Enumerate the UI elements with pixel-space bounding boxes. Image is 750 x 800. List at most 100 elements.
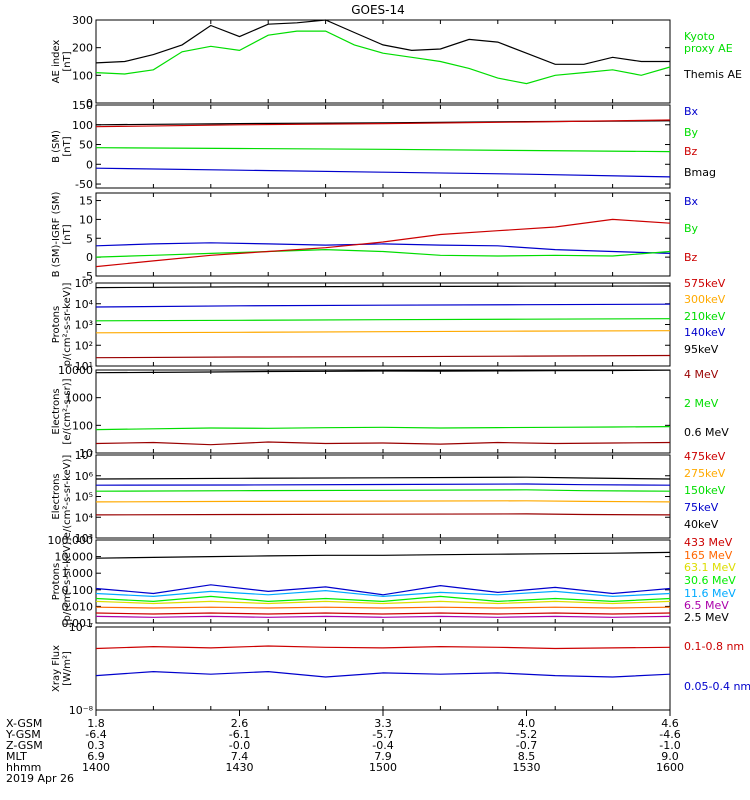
y-tick-label: 0 — [86, 158, 93, 171]
y-tick-label: 10⁵ — [75, 491, 93, 504]
legend-entry: 2 MeV — [684, 397, 719, 410]
series-line — [95, 513, 671, 516]
series-line — [95, 30, 671, 85]
panel-bsm: -50 0 50 100 150 B (SM)[nT] Bx By Bz Bmag — [51, 99, 716, 191]
y-axis-label: B (SM)-IGRF (SM)[nT] — [51, 192, 73, 278]
y-axis-label: Electronse/(cm²-s-sr-keV)] — [51, 455, 73, 539]
y-tick-label: 10² — [75, 339, 93, 352]
series-line — [95, 119, 671, 128]
legend-entry: 40keV — [684, 518, 719, 531]
y-tick-label: 10000 — [58, 364, 93, 377]
y-axis-label-line: Xray Flux — [51, 645, 62, 692]
legend-entry: Bz — [684, 251, 698, 264]
y-tick-label: 10⁵ — [75, 277, 93, 290]
legend-entry: 75keV — [684, 501, 719, 514]
y-axis-label-line: [e/(cm²-s-sr)] — [62, 378, 73, 444]
footer-value: -0.7 — [516, 739, 537, 752]
legend-entry: Themis AE — [683, 68, 742, 81]
y-tick-label: 100 — [72, 69, 93, 82]
y-tick-label: 200 — [72, 42, 93, 55]
footer-value: 0.3 — [87, 739, 105, 752]
legend-entry: Kyoto — [684, 30, 715, 43]
y-tick-label: -50 — [75, 178, 93, 191]
series-line — [95, 476, 671, 480]
footer-value: -6.1 — [229, 728, 250, 741]
y-axis-label-line: Electrons — [51, 473, 62, 519]
y-tick-label: 10⁴ — [75, 511, 94, 524]
y-tick-label: 10 — [79, 447, 93, 460]
footer-value: 6.9 — [87, 750, 105, 763]
series-line — [95, 19, 670, 65]
y-axis-label-line: B (SM) — [51, 130, 62, 163]
legend-entry: 0.1-0.8 nm — [684, 640, 744, 653]
y-tick-label: 10⁻⁷ — [69, 621, 93, 634]
series-line — [95, 600, 671, 605]
panel-frame — [95, 539, 671, 624]
footer-value: 1500 — [369, 761, 397, 774]
legend-entry: 433 MeV — [684, 536, 733, 549]
y-tick-label: 1.000 — [62, 567, 94, 580]
series-line — [95, 500, 671, 503]
footer-value: 2.6 — [231, 717, 249, 730]
legend-entry: 11.6 MeV — [684, 587, 736, 600]
legend-entry: 95keV — [684, 343, 719, 356]
footer-value: -0.4 — [372, 739, 393, 752]
y-tick-label: 10⁴ — [75, 298, 94, 311]
footer-row-label: 2019 Apr 26 — [6, 772, 74, 785]
series-line — [95, 441, 671, 446]
series-line — [95, 645, 671, 650]
series-line — [95, 218, 671, 268]
y-axis-label-line: [p/(cm²-s-sr-keV)] — [62, 538, 73, 626]
y-axis-label-line: B (SM)-IGRF (SM) — [51, 192, 62, 278]
panel-frame — [95, 192, 671, 277]
footer-value: 7.9 — [374, 750, 392, 763]
legend-entry: Bmag — [684, 166, 716, 179]
y-tick-label: -5 — [82, 270, 93, 283]
footer-value: 1430 — [226, 761, 254, 774]
series-line — [95, 670, 671, 678]
footer-value: -4.6 — [659, 728, 680, 741]
legend-entry: 6.5 MeV — [684, 599, 729, 612]
y-tick-label: 10⁶ — [75, 470, 94, 483]
y-axis-label: Protons[p/(cm²-s-sr-keV)] — [51, 538, 73, 626]
footer-value: 1600 — [656, 761, 684, 774]
y-tick-label: 10⁻⁸ — [69, 704, 94, 717]
series-line — [95, 303, 671, 308]
footer-row-label: X-GSM — [6, 717, 42, 730]
legend-entry: 4 MeV — [684, 368, 719, 381]
panel-protons2: 0.0010.0100.1001.00010.000100.000Protons… — [48, 534, 737, 630]
footer-value: 1530 — [513, 761, 541, 774]
footer-value: 9.0 — [661, 750, 679, 763]
y-axis-label-line: [nT] — [62, 51, 73, 71]
series-line — [95, 606, 671, 609]
series-line — [95, 489, 671, 492]
panel-electrons2: 10³10⁴10⁵10⁶10⁷Electronse/(cm²-s-sr-keV)… — [51, 449, 726, 545]
panel-bdiff: -5 0 5 10 15 B (SM)-IGRF (SM)[nT] Bx By Bz — [51, 192, 699, 283]
y-tick-label: 5 — [86, 232, 93, 245]
series-line — [95, 426, 671, 431]
y-tick-label: 50 — [79, 139, 93, 152]
footer-value: -6.4 — [85, 728, 106, 741]
y-tick-label: 10 — [79, 213, 93, 226]
footer-value: 4.6 — [661, 717, 679, 730]
panel-frame — [95, 626, 671, 711]
legend-entry: 30.6 MeV — [684, 574, 736, 587]
y-tick-label: 0.010 — [62, 600, 94, 613]
legend-entry: 0.6 MeV — [684, 426, 729, 439]
footer-row-label: Z-GSM — [6, 739, 43, 752]
legend-entry: 210keV — [684, 310, 726, 323]
y-tick-label: 0.001 — [62, 617, 94, 630]
legend-entry: proxy AE — [684, 42, 733, 55]
panel-frame — [95, 454, 671, 539]
y-tick-label: 10³ — [75, 532, 93, 545]
footer-value: -1.0 — [659, 739, 680, 752]
series-line — [95, 318, 671, 322]
footer-value: 3.3 — [374, 717, 392, 730]
series-line — [95, 167, 671, 178]
y-axis-label: Xray Flux[W/m²] — [51, 645, 73, 692]
y-axis-label-line: e/(cm²-s-sr-keV)] — [62, 455, 73, 539]
y-tick-label: 100.000 — [48, 534, 94, 547]
y-tick-label: 300 — [72, 14, 93, 27]
legend-entry: 165 MeV — [684, 549, 733, 562]
